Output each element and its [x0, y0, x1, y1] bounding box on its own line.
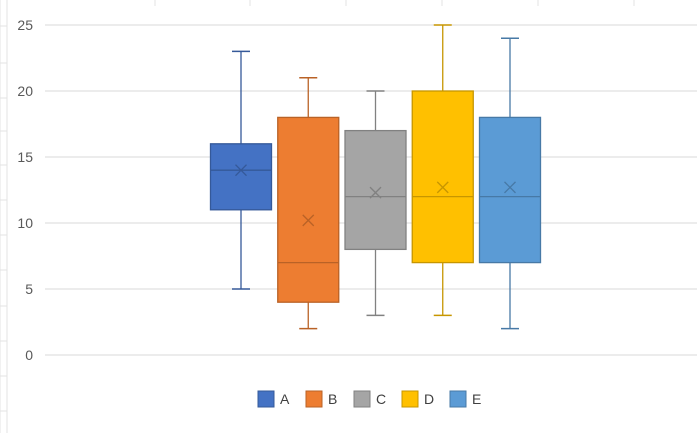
mean-marker [369, 186, 382, 199]
legend-item-D: D [401, 390, 434, 408]
box-D [411, 24, 474, 317]
legend-label: A [280, 391, 290, 407]
y-tick-label: 25 [17, 17, 33, 33]
y-tick-label: 15 [17, 149, 33, 165]
y-tick-label: 10 [17, 215, 33, 231]
box-iqr [344, 129, 407, 251]
box-iqr [478, 116, 542, 264]
box-B [277, 77, 340, 330]
legend-label: D [424, 391, 434, 407]
box-iqr [209, 143, 273, 211]
y-tick-label: 5 [25, 281, 33, 297]
legend-label: C [376, 391, 386, 407]
y-tick-label: 0 [25, 347, 33, 363]
legend-swatch [257, 390, 275, 408]
box-series [209, 24, 542, 330]
legend-swatch [305, 390, 323, 408]
legend-swatch [401, 390, 419, 408]
y-tick-label: 20 [17, 83, 33, 99]
box-iqr [277, 116, 340, 303]
box-A [209, 50, 273, 290]
box-E [478, 37, 542, 330]
mean-marker [504, 181, 516, 194]
legend-swatch [449, 390, 467, 408]
legend-item-C: C [353, 390, 386, 408]
legend-item-A: A [257, 390, 290, 408]
box-C [344, 90, 407, 317]
legend-item-B: B [305, 390, 337, 408]
mean-marker [436, 181, 449, 194]
y-axis-tick-labels: 0 5 10 15 20 25 [17, 17, 33, 363]
box-iqr [411, 90, 474, 264]
legend-swatch [353, 390, 371, 408]
legend-item-E: E [449, 390, 481, 408]
mean-marker [235, 164, 247, 177]
mean-marker [302, 214, 315, 227]
legend-label: B [328, 391, 337, 407]
legend-label: E [472, 391, 481, 407]
legend: A B C D E [257, 390, 481, 408]
spreadsheet-cell-lines [0, 0, 635, 433]
